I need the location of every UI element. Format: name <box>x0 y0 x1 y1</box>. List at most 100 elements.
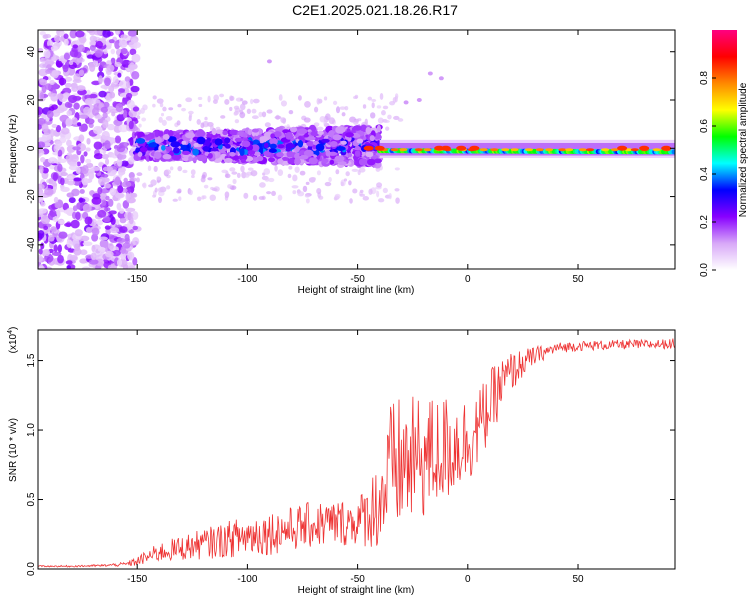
spectral-blob <box>277 144 285 149</box>
spectral-blob <box>124 76 131 83</box>
spectral-blob <box>169 166 174 171</box>
spectral-blob <box>132 237 140 246</box>
spectral-blob <box>135 137 146 144</box>
spectral-blob <box>259 135 269 142</box>
spectral-blob <box>177 188 182 193</box>
spectral-blob <box>140 107 145 114</box>
spectral-blob <box>107 137 116 143</box>
spectral-blob <box>54 201 61 209</box>
spectral-blob <box>43 142 51 147</box>
spectral-blob <box>191 174 195 179</box>
spectral-blob <box>38 265 45 269</box>
spectral-blob <box>130 38 139 43</box>
spectral-blob <box>75 166 81 175</box>
spectral-blob <box>98 75 103 85</box>
spectral-blob <box>181 140 187 145</box>
spectral-blob <box>76 202 84 210</box>
colorbar-tick-label: 0.6 <box>699 119 710 133</box>
y-tick-label: 40 <box>26 46 37 58</box>
spectral-blob <box>288 109 294 115</box>
spectral-blob <box>276 152 284 158</box>
spectral-blob <box>72 146 81 151</box>
spectral-blob <box>202 195 207 200</box>
spectral-blob <box>93 141 103 150</box>
spectral-blob <box>240 165 245 173</box>
spectral-blob <box>78 198 86 203</box>
spectral-blob <box>122 200 130 209</box>
spectral-blob <box>209 194 216 201</box>
spectral-blob <box>100 173 109 178</box>
spectral-blob <box>82 241 93 247</box>
spectral-blob <box>81 266 91 269</box>
spectral-blob <box>162 154 172 160</box>
spectral-blob <box>103 183 111 189</box>
spectral-blob <box>392 97 397 103</box>
spectral-blob <box>56 60 63 68</box>
spectral-blob <box>85 118 95 125</box>
spectral-blob <box>43 49 51 59</box>
spectral-blob <box>340 140 347 145</box>
spectral-blob <box>263 151 272 157</box>
spectral-blob <box>178 144 187 150</box>
spectral-blob <box>44 188 54 196</box>
spectral-blob <box>281 156 290 161</box>
spectral-blob <box>42 167 49 174</box>
spectral-blob <box>68 94 78 104</box>
spectral-blob <box>117 185 124 194</box>
spectral-blob <box>280 117 287 124</box>
spectral-blob <box>114 135 122 144</box>
spectral-blob <box>371 98 377 102</box>
spectral-blob <box>153 165 158 173</box>
spectral-blob <box>62 64 69 73</box>
spectral-blob <box>233 111 238 116</box>
spectral-blob <box>316 170 321 176</box>
spectral-blob <box>102 30 111 38</box>
spectral-blob <box>104 77 111 87</box>
spectral-blob <box>335 169 340 175</box>
spectral-blob <box>110 83 120 88</box>
spectral-blob <box>343 178 348 182</box>
spectral-blob <box>50 45 59 51</box>
spectral-blob <box>60 127 70 135</box>
spectral-blob <box>303 149 314 157</box>
spectral-blob <box>251 115 259 120</box>
spectral-blob <box>141 117 147 122</box>
spectral-blob <box>214 138 223 146</box>
spectral-blob <box>129 62 135 71</box>
spectral-blob <box>357 118 362 122</box>
spectral-peak <box>617 145 628 151</box>
spectral-blob <box>38 230 45 239</box>
spectral-peak <box>578 148 587 152</box>
spectral-blob <box>388 192 392 200</box>
spectral-blob <box>221 169 228 174</box>
spectral-blob <box>247 150 256 155</box>
spectral-blob <box>197 96 203 101</box>
spectral-blob <box>40 242 45 250</box>
spectral-blob <box>316 98 321 105</box>
spectral-blob <box>88 171 95 180</box>
x-tick-label: 0 <box>465 274 471 285</box>
x-tick-label: -100 <box>237 274 257 285</box>
spectral-blob <box>71 117 78 125</box>
spectral-blob <box>66 144 76 153</box>
spectral-blob <box>351 168 359 172</box>
spectral-blob <box>209 132 219 138</box>
spectral-blob <box>239 148 245 156</box>
spectral-blob <box>79 258 88 264</box>
spectral-blob <box>215 129 223 135</box>
colorbar <box>712 30 737 270</box>
spectral-blob <box>38 68 48 77</box>
spectral-blob <box>170 141 181 148</box>
spectral-blob <box>376 190 380 198</box>
spectral-blob <box>44 83 52 90</box>
spectral-blob <box>154 130 160 138</box>
spectral-blob <box>131 210 139 220</box>
spectral-blob <box>120 160 129 167</box>
spectral-blob <box>185 132 196 139</box>
spectral-blob <box>55 124 62 133</box>
spectral-blob <box>313 122 320 127</box>
spectral-blob <box>73 177 82 182</box>
colorbar-tick-label: 0.4 <box>699 167 710 181</box>
spectral-blob <box>266 191 272 195</box>
spectral-blob <box>126 99 135 109</box>
